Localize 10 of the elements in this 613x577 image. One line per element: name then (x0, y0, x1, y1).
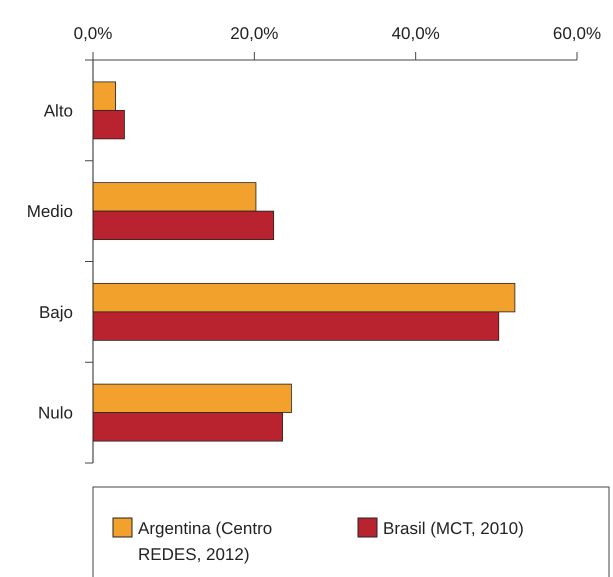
legend-label: Argentina (Centro REDES, 2012) (138, 519, 272, 564)
y-tick-label: Medio (26, 202, 73, 222)
y-tick-label: Nulo (38, 404, 73, 423)
x-tick-label: 20,0% (230, 24, 278, 43)
x-tick-label: 0,0% (74, 24, 112, 43)
y-tick-label: Bajo (38, 302, 73, 322)
legend-label: Brasil (MCT, 2010) (383, 519, 524, 538)
y-tick-label: Alto (44, 101, 73, 120)
x-tick-label: 40,0% (392, 24, 440, 43)
x-tick-label: 60,0% (552, 24, 602, 43)
